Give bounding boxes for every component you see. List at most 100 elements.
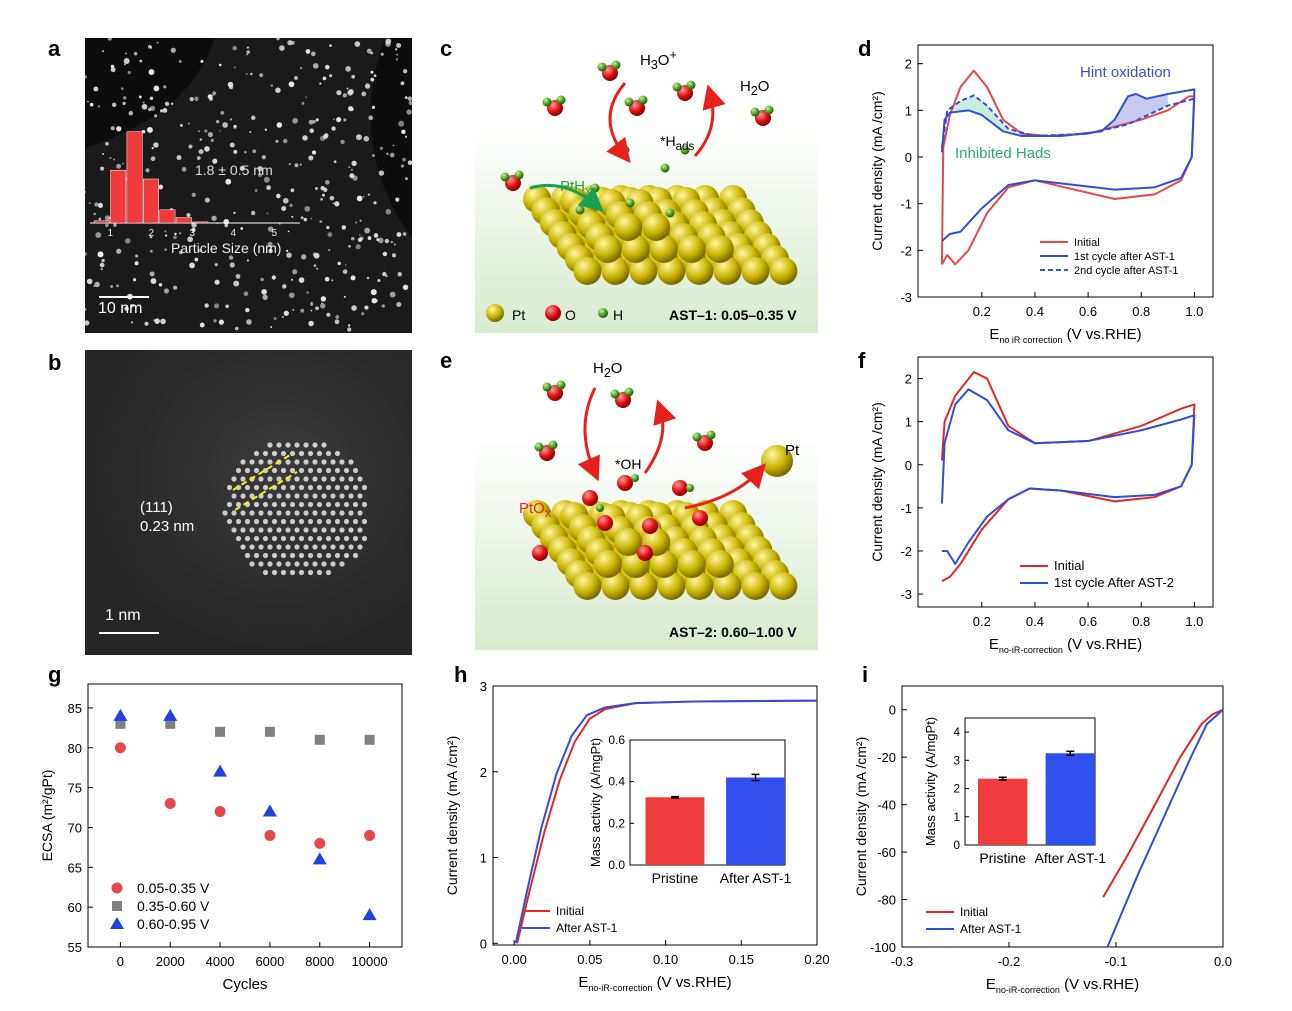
nanoparticle xyxy=(275,139,279,143)
atom-column xyxy=(271,569,278,576)
atom-column xyxy=(231,476,237,482)
oh-h xyxy=(686,484,694,492)
legend-marker xyxy=(112,901,122,911)
nanoparticle xyxy=(309,128,315,134)
nanoparticle xyxy=(85,75,88,79)
nanoparticle xyxy=(364,305,369,310)
atom-column xyxy=(352,535,359,542)
nanoparticle xyxy=(124,63,126,66)
nanoparticle xyxy=(320,303,326,309)
atom-column xyxy=(348,527,354,533)
background-dark-region xyxy=(370,38,412,238)
nanoparticle xyxy=(100,267,103,271)
atom-column xyxy=(289,467,296,474)
atom-column xyxy=(330,544,336,550)
atom-column xyxy=(298,501,305,508)
water-hydrogen xyxy=(672,82,682,92)
nanoparticle xyxy=(110,126,115,131)
nanoparticle xyxy=(373,74,377,78)
inset-category-label: Pristine xyxy=(652,870,699,886)
nanoparticle xyxy=(304,205,311,212)
panel-label-i: i xyxy=(862,662,869,687)
nanoparticle xyxy=(407,96,412,101)
nanoparticle xyxy=(396,301,402,307)
pt-atom xyxy=(593,235,622,263)
atom-column xyxy=(307,552,314,559)
nanoparticle xyxy=(382,271,387,277)
atom-column xyxy=(258,527,264,533)
atom-column xyxy=(258,476,264,482)
dissolution-arrow xyxy=(684,463,766,510)
nanoparticle xyxy=(392,144,395,147)
nanoparticle xyxy=(101,50,104,53)
atom-column xyxy=(280,552,287,559)
x-tick-label: 0.15 xyxy=(729,952,754,967)
nanoparticle xyxy=(121,162,124,165)
nanoparticle xyxy=(378,237,384,244)
pt-atom xyxy=(642,213,671,241)
x-tick-label: 0.6 xyxy=(1079,614,1097,629)
nanoparticle xyxy=(335,315,340,319)
histogram-tick: 5 xyxy=(272,228,278,239)
atom-column xyxy=(303,476,309,482)
series-line xyxy=(940,94,1195,148)
panel-label-h: h xyxy=(454,662,468,687)
x-tick-label: 4000 xyxy=(206,954,235,969)
legend-pt-icon xyxy=(486,304,504,322)
nanoparticle xyxy=(86,278,93,285)
nanoparticle xyxy=(292,269,298,275)
y-tick-label: 0 xyxy=(905,458,912,473)
pt-atom xyxy=(685,572,714,600)
nanoparticle xyxy=(212,91,217,96)
atom-column xyxy=(289,450,296,457)
x-tick-label: 0.6 xyxy=(1079,304,1097,319)
atom-column xyxy=(307,501,314,508)
nanoparticle xyxy=(170,102,174,105)
nanoparticle xyxy=(290,40,295,45)
nanoparticle xyxy=(310,302,314,306)
nanoparticle xyxy=(312,63,319,69)
nanoparticle xyxy=(134,261,139,266)
pt-atom xyxy=(621,235,650,263)
atom-column xyxy=(298,552,305,559)
x-label-sub: no-iR-correction xyxy=(996,985,1060,995)
atom-column xyxy=(253,450,260,457)
h3o-label: H3O+ xyxy=(640,48,677,72)
legend-label: After AST-1 xyxy=(960,922,1022,936)
atom-column xyxy=(285,510,291,516)
data-point xyxy=(115,718,126,729)
legend-marker xyxy=(110,917,124,929)
nanoparticle xyxy=(94,281,100,288)
atom-column xyxy=(289,552,296,559)
atom-column xyxy=(249,527,255,533)
atom-column xyxy=(343,501,350,508)
atom-column xyxy=(222,510,228,516)
oh-h xyxy=(596,504,604,512)
nanoparticle xyxy=(406,109,412,115)
atom-column xyxy=(357,493,363,499)
nanoparticle xyxy=(252,149,257,154)
atom-column xyxy=(298,467,305,474)
atom-column xyxy=(267,527,273,533)
chart-g: 0 2000 4000 6000 8000 10000 55 60 65 70 75 80 85 ECSA… xyxy=(39,683,403,993)
nanoparticle xyxy=(366,276,370,280)
atom-column xyxy=(334,535,341,542)
atom-column xyxy=(316,501,323,508)
nanoparticle xyxy=(279,45,285,51)
atom-column xyxy=(294,459,300,465)
atom-column xyxy=(285,493,291,499)
y-axis-label: Current density (mA /cm²) xyxy=(869,402,885,561)
atom-column xyxy=(276,510,282,516)
y-tick-label: 60 xyxy=(68,900,82,915)
x-tick-label: 8000 xyxy=(305,954,334,969)
atom-column xyxy=(321,442,327,448)
nanoparticle xyxy=(246,259,249,262)
pt-atom xyxy=(593,550,622,578)
schematic-ast2: H2O *OH PtOx Pt AST–2: 0.60–1.00 V xyxy=(475,348,818,650)
inset-bar xyxy=(978,778,1028,845)
histogram-bar xyxy=(126,131,143,224)
nanoparticle xyxy=(149,235,153,239)
nanoparticle xyxy=(110,67,116,73)
nanoparticle xyxy=(311,150,317,155)
nanoparticle xyxy=(367,236,372,240)
